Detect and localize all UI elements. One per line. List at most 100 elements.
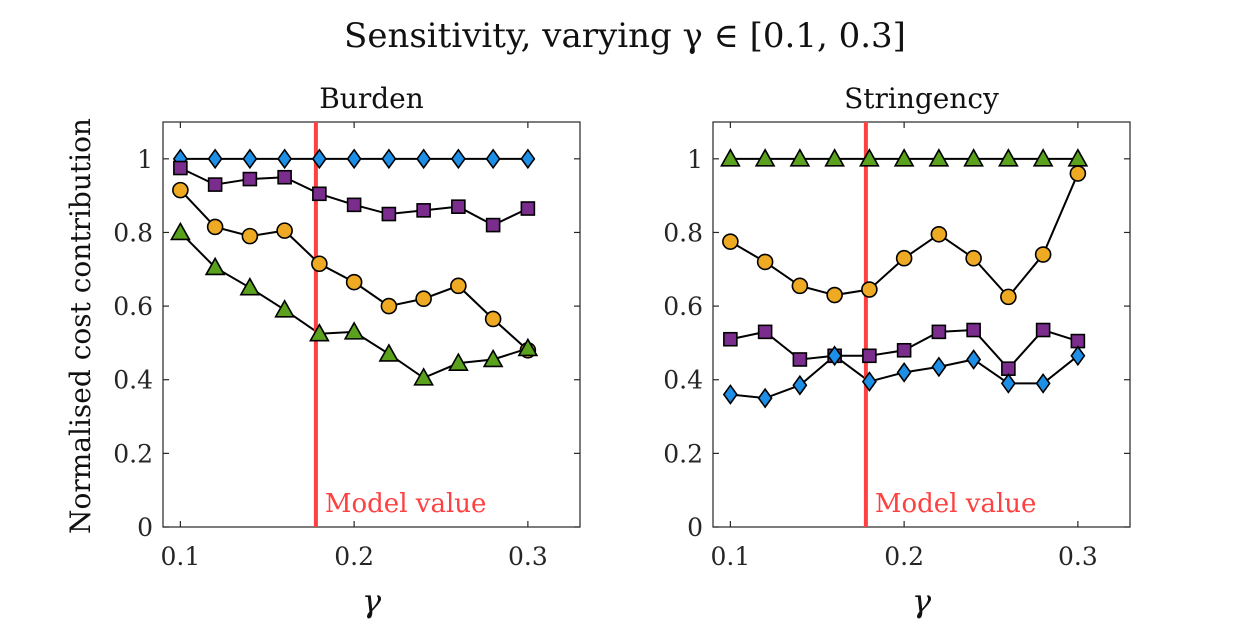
y-tick-label: 1 <box>137 145 153 174</box>
data-point-square <box>277 169 292 185</box>
data-point-circle <box>895 249 913 267</box>
data-point-diamond <box>1000 373 1016 394</box>
data-point-diamond <box>966 349 982 370</box>
data-point-triangle <box>998 148 1019 167</box>
data-point-triangle <box>343 321 365 340</box>
x-axis-label-stringency: γ <box>912 582 932 620</box>
y-tick-label: 1 <box>687 145 703 174</box>
chart-panel-stringency: Stringency 0 0.2 0.4 0.6 0.8 1 0.1 0.2 0.3 γ Model … <box>663 82 1131 620</box>
data-point-triangle <box>928 148 950 167</box>
data-point-triangle <box>413 367 434 386</box>
data-point-diamond <box>1035 373 1051 394</box>
x-tick-label: 0.3 <box>508 542 548 571</box>
data-point-circle <box>1034 246 1052 263</box>
x-tick-label: 0.2 <box>334 542 374 571</box>
data-point-square <box>1035 322 1051 338</box>
data-point-circle <box>1069 165 1087 182</box>
data-point-diamond <box>896 361 912 383</box>
figure-title: Sensitivity, varying γ ∈ [0.1, 0.3] <box>344 16 906 56</box>
data-point-square <box>242 171 258 187</box>
y-tick-label: 0.2 <box>663 439 703 468</box>
data-point-circle <box>311 255 328 273</box>
data-point-square <box>862 348 877 364</box>
data-point-square <box>723 331 738 347</box>
data-point-diamond <box>416 148 432 170</box>
data-point-triangle <box>754 148 776 167</box>
model-value-label: Model value <box>325 489 487 519</box>
chart-panel-burden: Burden 0 0.2 0.4 0.6 0.8 1 0.1 0.2 0.3 γ Model valu… <box>113 82 581 620</box>
data-point-square <box>520 201 536 216</box>
data-point-circle <box>241 227 259 245</box>
data-point-diamond <box>827 345 843 367</box>
data-point-circle <box>380 297 398 315</box>
data-point-circle <box>826 286 843 304</box>
x-tick-label: 0.1 <box>160 542 200 571</box>
data-point-triangle <box>824 148 845 167</box>
data-point-square <box>346 197 362 213</box>
data-point-triangle <box>963 148 984 167</box>
y-tick-label: 0.6 <box>113 292 153 321</box>
data-point-circle <box>345 273 363 291</box>
data-point-circle <box>1000 288 1017 306</box>
data-point-triangle <box>893 148 915 167</box>
data-point-diamond <box>485 148 501 170</box>
y-tick-label: 0 <box>137 513 153 542</box>
data-point-square <box>931 324 947 340</box>
data-point-diamond <box>722 384 738 405</box>
data-point-circle <box>930 225 948 243</box>
y-tick-label: 0.2 <box>113 439 153 468</box>
data-point-square <box>757 324 773 340</box>
data-point-triangle <box>789 148 811 167</box>
data-point-circle <box>861 281 878 298</box>
data-point-triangle <box>170 221 191 241</box>
x-tick-label: 0.1 <box>710 542 750 571</box>
y-tick-label: 0.8 <box>663 218 703 247</box>
data-point-circle <box>450 277 467 295</box>
panel-title-burden: Burden <box>319 82 424 115</box>
data-point-diamond <box>242 148 258 170</box>
y-tick-label: 0.4 <box>113 366 153 395</box>
data-point-diamond <box>311 148 327 170</box>
data-point-circle <box>965 249 982 267</box>
data-point-circle <box>172 181 189 199</box>
x-tick-label: 0.3 <box>1058 542 1098 571</box>
data-point-diamond <box>520 148 536 170</box>
data-point-square <box>896 342 912 358</box>
data-point-square <box>966 322 981 338</box>
data-point-diamond <box>346 148 362 170</box>
shared-y-axis-label: Normalised cost contribution <box>64 118 97 534</box>
panel-title-stringency: Stringency <box>844 82 999 115</box>
data-point-triangle <box>309 323 330 342</box>
data-point-diamond <box>931 356 947 378</box>
data-point-diamond <box>1070 345 1086 367</box>
plot-area-stringency <box>712 121 1131 528</box>
plot-area-burden <box>162 121 581 528</box>
data-point-triangle <box>1032 148 1054 167</box>
data-point-triangle <box>239 277 261 296</box>
data-point-diamond <box>757 387 773 409</box>
data-point-diamond <box>277 148 293 170</box>
data-point-diamond <box>450 148 466 170</box>
y-tick-label: 0 <box>687 513 703 542</box>
x-axis-label-burden: γ <box>362 582 382 620</box>
data-point-triangle <box>859 148 880 167</box>
data-point-square <box>416 203 431 218</box>
data-point-triangle <box>448 352 469 371</box>
data-point-diamond <box>792 374 808 396</box>
data-point-diamond <box>861 371 877 392</box>
data-point-square <box>173 160 188 176</box>
data-point-square <box>792 352 808 367</box>
data-point-triangle <box>274 299 295 318</box>
data-point-triangle <box>720 148 741 167</box>
data-point-circle <box>791 277 809 295</box>
data-point-square <box>381 206 397 222</box>
data-point-circle <box>484 310 502 328</box>
model-value-label: Model value <box>875 489 1037 519</box>
data-point-diamond <box>207 148 223 170</box>
data-point-square <box>451 199 466 214</box>
data-point-square <box>207 177 223 192</box>
data-point-circle <box>415 290 432 308</box>
x-tick-label: 0.2 <box>884 542 924 571</box>
data-point-circle <box>276 222 293 239</box>
